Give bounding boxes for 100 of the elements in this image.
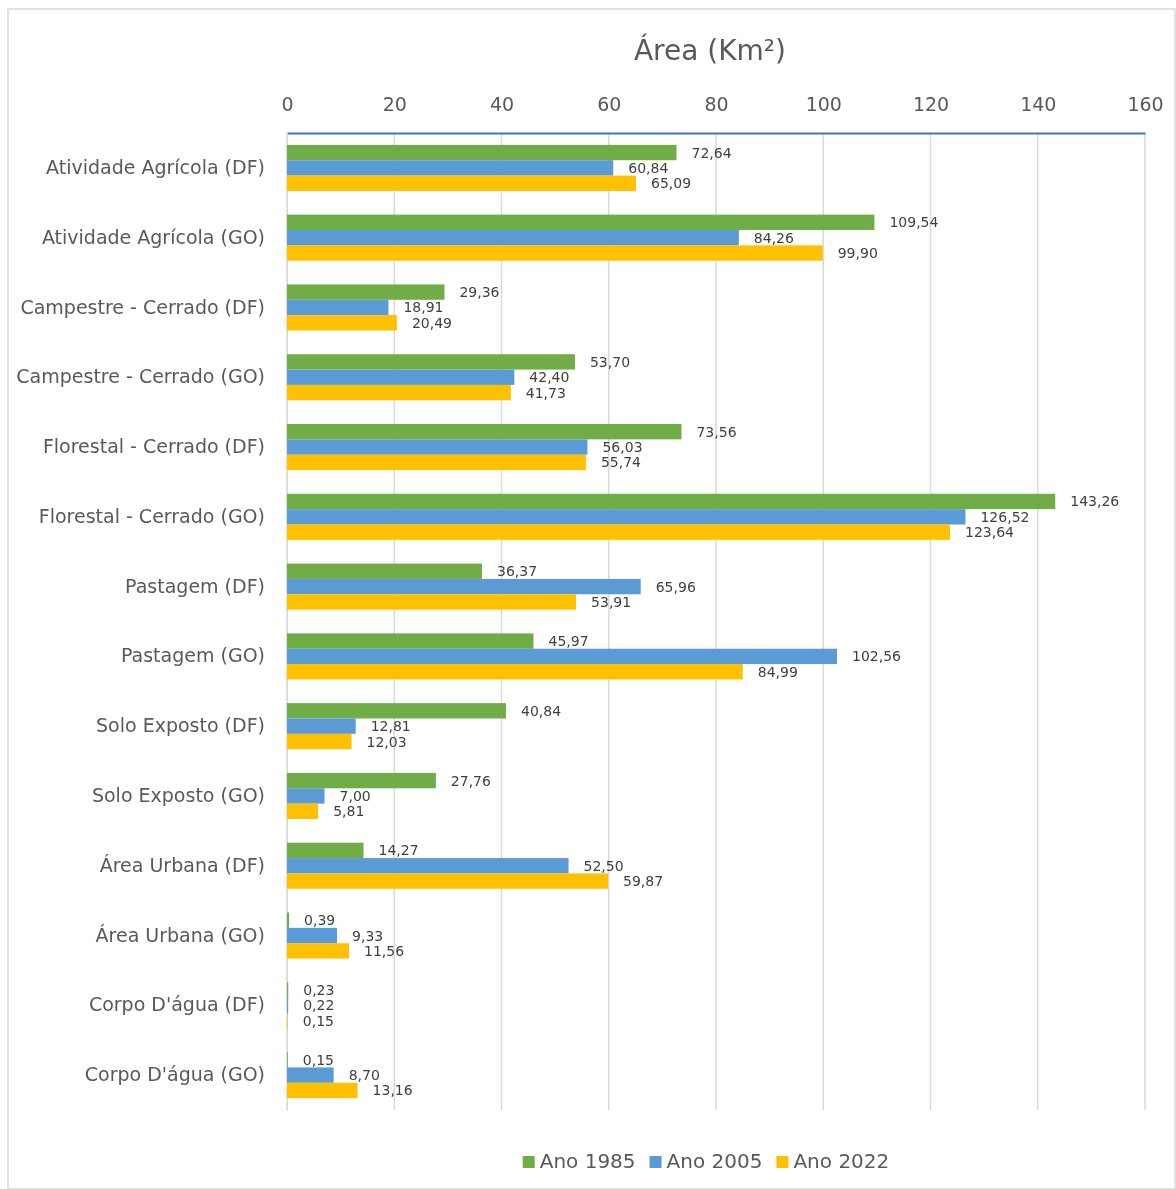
data-label: 73,56 <box>696 423 737 440</box>
bar <box>287 664 743 680</box>
bar <box>287 842 364 859</box>
bar <box>287 718 356 734</box>
data-label: 84,26 <box>753 229 795 246</box>
y-tick-label: Florestal - Cerrado (DF) <box>42 435 265 458</box>
bar <box>287 772 436 789</box>
bar <box>287 594 577 610</box>
bar <box>287 788 325 804</box>
bar <box>287 873 609 889</box>
bar <box>287 927 338 944</box>
bar <box>287 563 483 579</box>
data-label: 0,23 <box>303 981 335 998</box>
data-label: 27,76 <box>450 772 492 789</box>
data-label: 0,15 <box>302 1012 334 1029</box>
data-label: 60,84 <box>628 159 669 176</box>
y-tick-label: Solo Exposto (DF) <box>96 714 265 737</box>
x-tick-label: 120 <box>912 93 950 115</box>
x-tick-label: 80 <box>704 93 729 115</box>
data-label: 45,97 <box>548 633 589 650</box>
bar <box>287 912 290 928</box>
bar <box>287 144 677 161</box>
bar <box>287 299 389 316</box>
y-tick-label: Campestre - Cerrado (GO) <box>16 365 265 388</box>
data-label: 109,54 <box>889 214 939 231</box>
bar <box>287 648 837 665</box>
data-label: 59,87 <box>623 873 664 890</box>
bar <box>287 493 1056 510</box>
bar <box>287 354 575 370</box>
data-label: 14,27 <box>378 842 419 859</box>
bar <box>287 703 507 719</box>
y-tick-label: Florestal - Cerrado (GO) <box>38 504 265 527</box>
data-label: 18,91 <box>403 299 444 316</box>
y-tick-label: Pastagem (DF) <box>125 574 265 597</box>
bar <box>287 230 739 246</box>
y-tick-label: Corpo D'água (DF) <box>88 993 265 1016</box>
x-tick-label: 0 <box>281 93 294 115</box>
bar <box>287 1082 358 1099</box>
bar <box>287 803 319 819</box>
bar <box>287 633 534 649</box>
x-tick-label: 140 <box>1020 93 1057 115</box>
bar <box>287 175 637 191</box>
data-label: 42,40 <box>529 369 570 386</box>
data-label: 41,73 <box>525 384 566 401</box>
data-label: 52,50 <box>583 857 624 874</box>
bar <box>287 284 445 300</box>
legend-label: Ano 2022 <box>793 1149 890 1173</box>
bar <box>287 1067 334 1083</box>
legend-label: Ano 1985 <box>539 1149 636 1173</box>
bar <box>287 424 682 440</box>
data-label: 143,26 <box>1070 493 1120 510</box>
data-label: 12,81 <box>370 718 411 735</box>
x-tick-label: 160 <box>1127 93 1164 115</box>
data-label: 9,33 <box>352 927 384 944</box>
y-tick-label: Solo Exposto (GO) <box>91 784 265 807</box>
data-label: 65,09 <box>651 175 692 192</box>
x-tick-label: 40 <box>489 93 515 115</box>
bar <box>287 578 641 595</box>
data-label: 29,36 <box>459 284 500 301</box>
y-tick-label: Atividade Agrícola (GO) <box>41 225 265 248</box>
bar <box>287 858 569 874</box>
data-label: 13,16 <box>372 1082 413 1099</box>
data-label: 126,52 <box>980 508 1030 525</box>
data-label: 72,64 <box>691 144 732 161</box>
data-label: 36,37 <box>497 563 538 580</box>
data-label: 12,03 <box>366 733 407 750</box>
data-label: 0,15 <box>302 1051 334 1068</box>
data-label: 20,49 <box>411 314 452 331</box>
data-label: 55,74 <box>600 454 642 471</box>
data-label: 8,70 <box>348 1067 380 1084</box>
data-label: 0,22 <box>303 997 335 1014</box>
chart-title: Área (Km²) <box>633 33 787 67</box>
bar <box>287 733 352 750</box>
x-tick-label: 60 <box>597 93 622 115</box>
bar <box>287 369 515 385</box>
data-label: 53,91 <box>591 593 632 610</box>
bar <box>287 524 951 540</box>
data-label: 102,56 <box>851 648 902 665</box>
legend-label: Ano 2005 <box>666 1149 763 1173</box>
y-tick-label: Atividade Agrícola (DF) <box>46 155 265 178</box>
data-label: 56,03 <box>602 439 643 456</box>
data-label: 65,96 <box>655 578 696 595</box>
data-label: 84,99 <box>757 663 798 680</box>
bar <box>287 509 966 525</box>
y-tick-label: Campestre - Cerrado (DF) <box>20 295 265 318</box>
data-label: 123,64 <box>965 524 1015 541</box>
data-label: 11,56 <box>363 942 405 959</box>
y-tick-label: Corpo D'água (GO) <box>84 1063 265 1086</box>
bar <box>287 214 875 230</box>
data-label: 99,90 <box>837 245 878 262</box>
data-label: 53,70 <box>589 353 631 370</box>
bar <box>287 160 614 176</box>
bar <box>287 439 588 455</box>
bar <box>287 315 397 331</box>
bar <box>287 384 511 401</box>
bar <box>287 245 823 261</box>
data-label: 7,00 <box>339 787 371 804</box>
x-tick-label: 100 <box>805 93 842 115</box>
bar <box>287 454 586 471</box>
data-label: 5,81 <box>333 803 365 820</box>
